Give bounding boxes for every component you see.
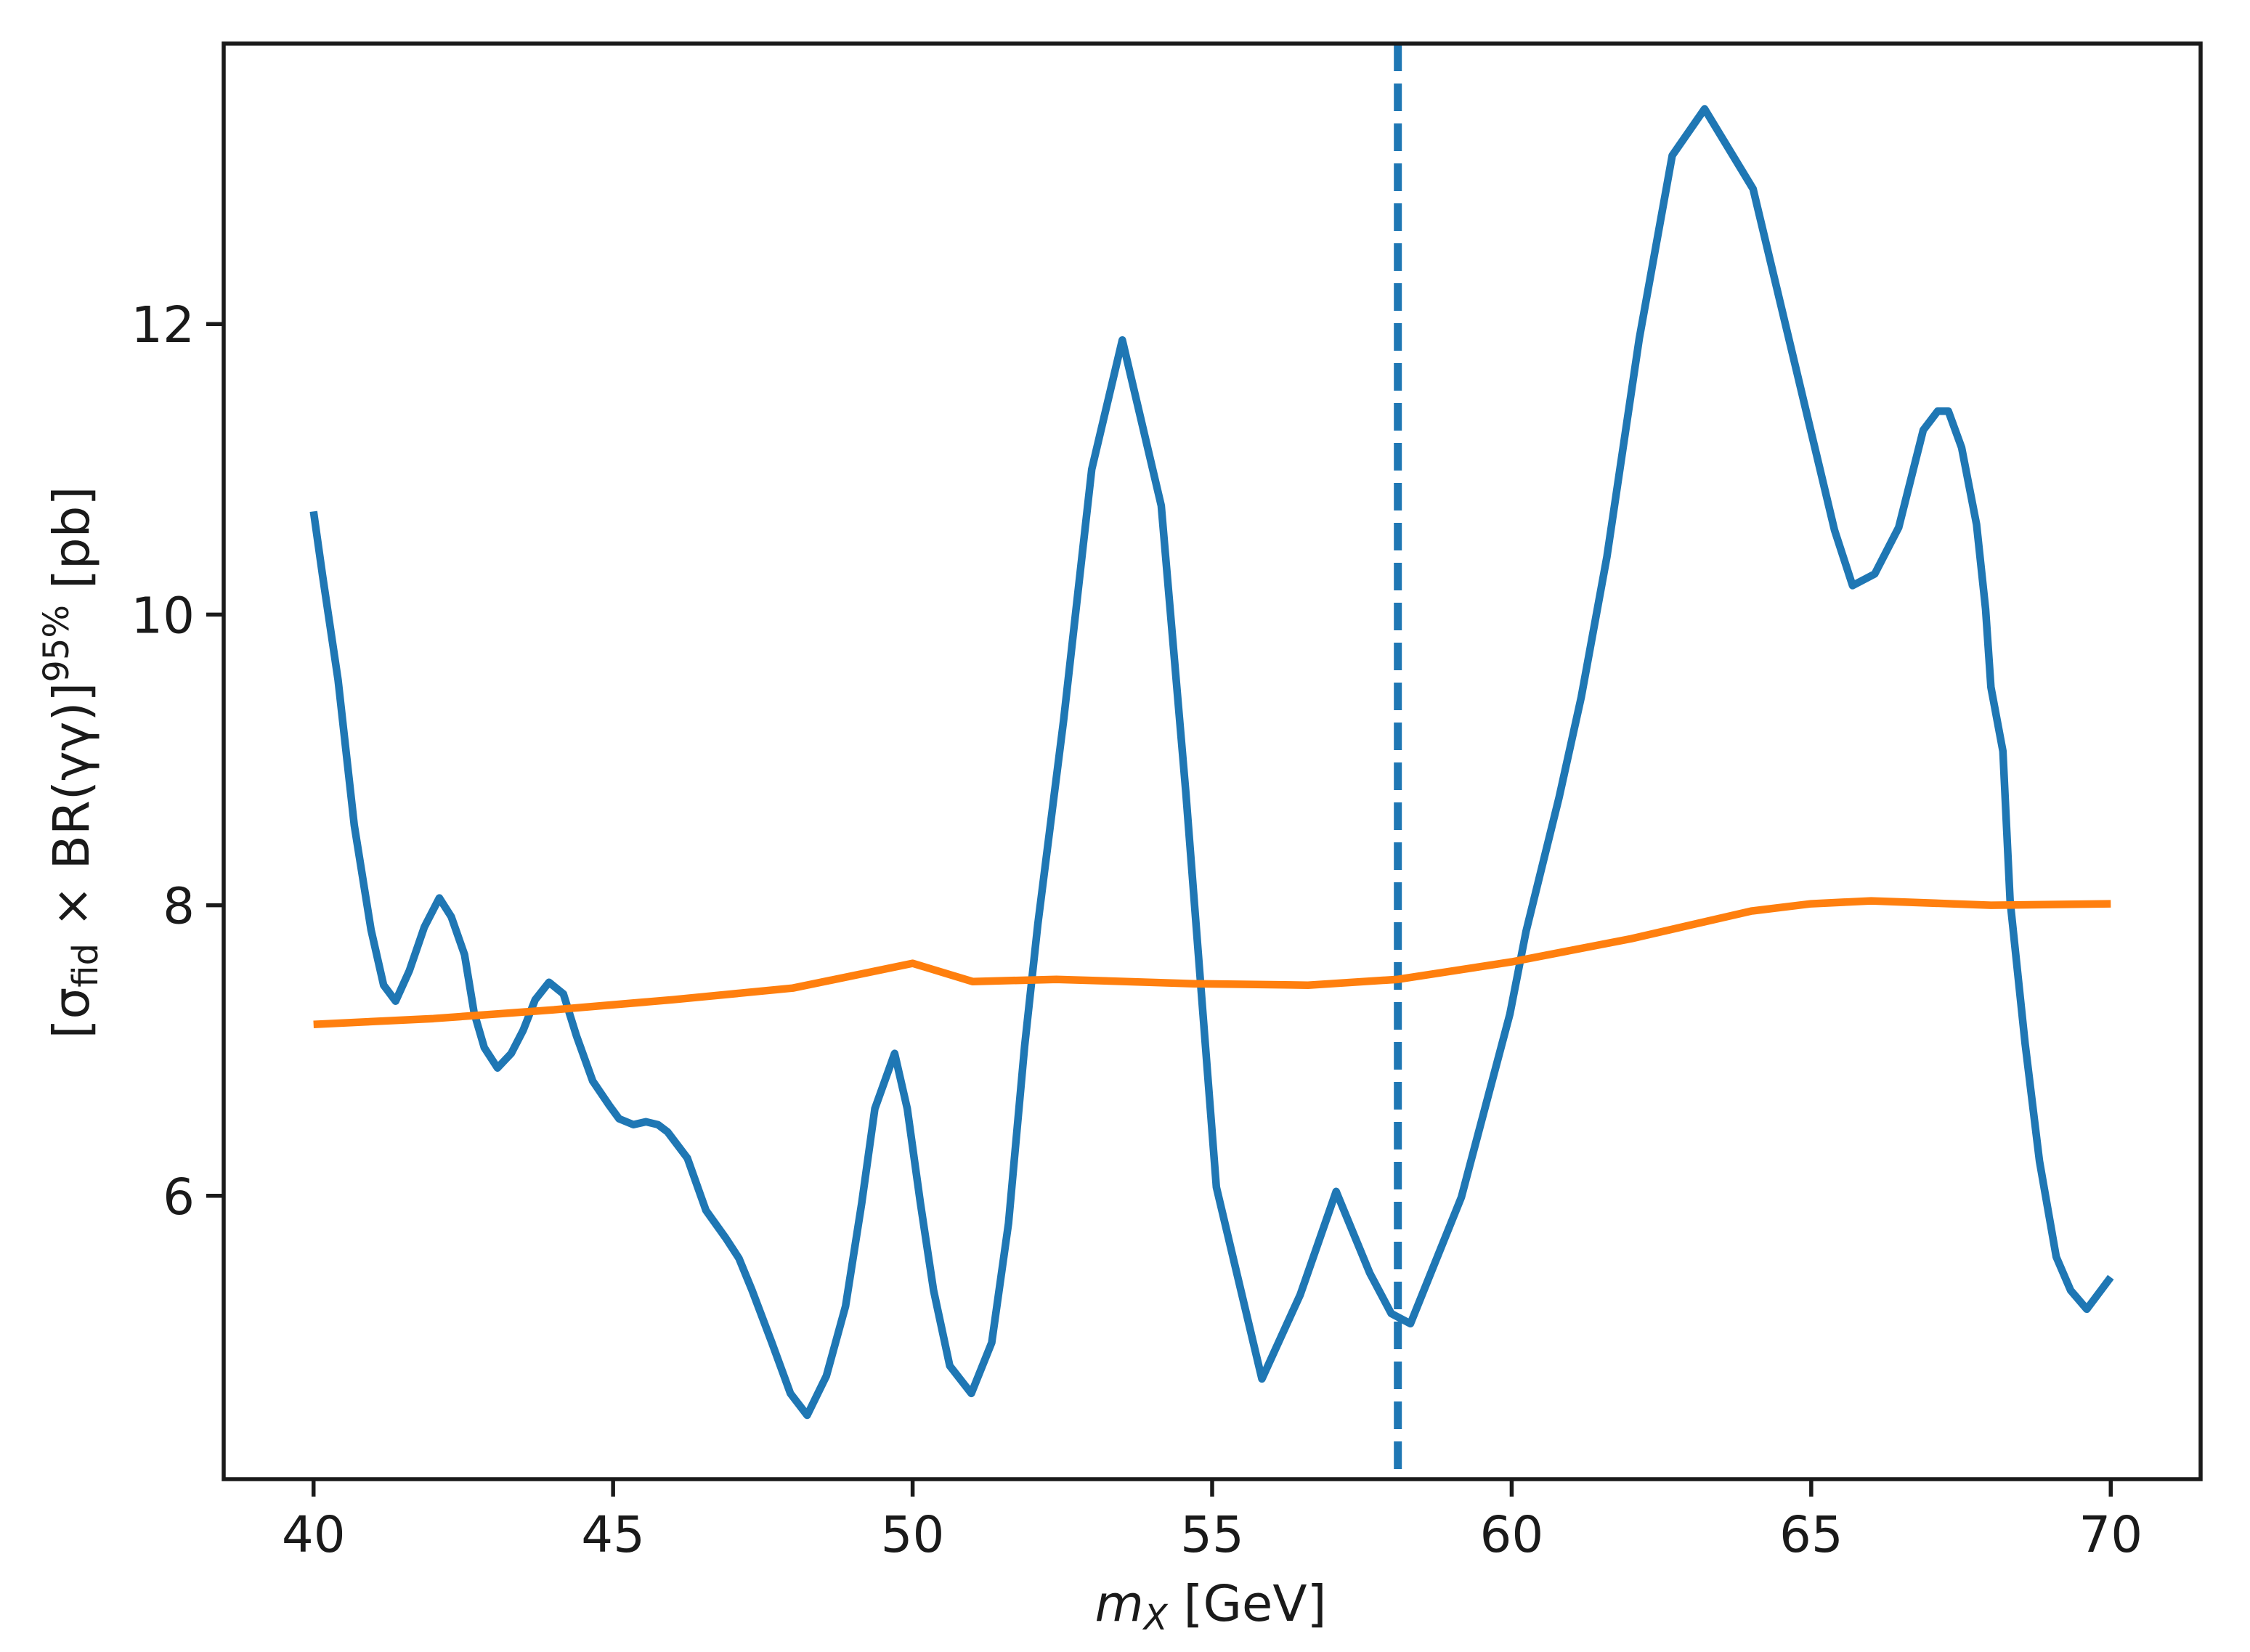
x-tick-label: 40 <box>282 1506 346 1564</box>
y-tick-label: 6 <box>163 1168 195 1226</box>
x-axis: 40 45 50 55 60 65 70 <box>282 1479 2143 1564</box>
x-tick-label: 70 <box>2079 1506 2143 1564</box>
x-tick-label: 50 <box>881 1506 945 1564</box>
x-tick-label: 60 <box>1480 1506 1544 1564</box>
blue-series-line <box>309 105 2114 1420</box>
y-axis-label: [σfid × BR(γγ)]95% [pb] <box>36 487 106 1039</box>
x-tick-label: 65 <box>1779 1506 1843 1564</box>
x-tick-label: 55 <box>1180 1506 1244 1564</box>
y-axis: 6 8 10 12 <box>131 296 224 1226</box>
y-tick-label: 8 <box>163 878 195 936</box>
x-tick-label: 45 <box>581 1506 645 1564</box>
y-tick-label: 10 <box>131 587 195 645</box>
x-axis-label: mX [GeV] <box>1094 1575 1326 1638</box>
y-tick-label: 12 <box>131 296 195 354</box>
plot-area <box>309 44 2114 1479</box>
orange-series-line <box>313 897 2111 1028</box>
